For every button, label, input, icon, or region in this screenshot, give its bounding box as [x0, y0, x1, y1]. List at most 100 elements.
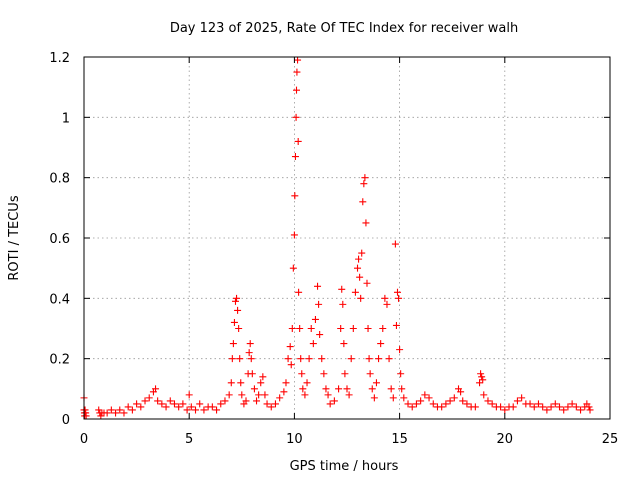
data-point [417, 397, 425, 405]
data-point [116, 406, 124, 414]
data-point [389, 394, 397, 402]
data-point [227, 379, 235, 387]
data-point [295, 288, 303, 296]
x-tick-label: 0 [80, 432, 88, 447]
data-point [438, 403, 446, 411]
data-point [233, 294, 241, 302]
data-point [362, 219, 370, 227]
data-point [296, 325, 304, 332]
data-point [183, 406, 191, 414]
data-point [231, 297, 239, 305]
y-axis-label: ROTI / TECUs [7, 195, 22, 280]
data-point [309, 340, 317, 348]
data-point [291, 192, 299, 200]
data-point [166, 397, 174, 405]
data-point [297, 355, 305, 363]
data-point [291, 153, 299, 161]
data-point [192, 406, 200, 414]
data-point [396, 346, 404, 354]
data-point [398, 385, 406, 393]
data-point [320, 370, 328, 378]
data-point [335, 385, 343, 393]
data-point [322, 385, 330, 393]
data-point [316, 331, 324, 339]
data-point [476, 379, 484, 387]
data-point [263, 400, 271, 408]
data-point [95, 406, 103, 414]
data-point [137, 403, 145, 411]
data-point [286, 343, 294, 351]
data-point [290, 231, 298, 239]
data-point [551, 400, 559, 408]
y-tick-label: 0.2 [49, 353, 70, 368]
data-point [349, 325, 357, 332]
data-point [356, 273, 364, 281]
data-point [408, 403, 416, 411]
plot-frame [83, 56, 611, 420]
data-point [429, 400, 437, 408]
data-point [145, 394, 153, 402]
data-point [463, 400, 471, 408]
data-point [292, 113, 300, 121]
data-point [392, 321, 400, 329]
data-point [368, 385, 376, 393]
data-point [238, 391, 246, 399]
data-point [288, 325, 296, 332]
data-point [97, 412, 105, 420]
data-point [337, 325, 345, 332]
data-point [133, 400, 141, 408]
data-point [497, 403, 505, 411]
data-point [442, 400, 450, 408]
data-point [282, 379, 290, 387]
data-point [324, 391, 332, 399]
data-point [107, 406, 115, 414]
data-point [294, 137, 302, 145]
data-point [359, 198, 367, 206]
data-point [289, 264, 297, 272]
data-point [330, 397, 338, 405]
x-tick-label: 25 [602, 432, 619, 447]
data-point [230, 318, 238, 326]
data-point [586, 406, 594, 414]
data-point [387, 385, 395, 393]
data-point [208, 403, 216, 411]
data-point [381, 294, 389, 302]
data-point [370, 394, 378, 402]
y-tick-label: 0.4 [49, 292, 70, 307]
data-point [365, 355, 373, 363]
data-point [293, 68, 301, 76]
data-point [187, 403, 195, 411]
data-point [299, 385, 307, 393]
data-point [560, 406, 568, 414]
data-point [357, 294, 365, 302]
grid-lines [84, 57, 610, 419]
data-point [253, 397, 261, 405]
data-point [509, 403, 517, 411]
data-point [355, 255, 363, 263]
data-point [259, 373, 267, 381]
data-point [477, 370, 485, 378]
data-point [242, 397, 250, 405]
data-point [363, 279, 371, 287]
data-point [318, 355, 326, 363]
data-point [391, 240, 399, 248]
data-point [245, 349, 253, 357]
data-point [347, 355, 355, 363]
data-point [196, 400, 204, 408]
data-point [404, 400, 412, 408]
data-point [393, 288, 401, 296]
data-point [543, 406, 551, 414]
data-point [484, 397, 492, 405]
y-tick-label: 0.8 [49, 172, 70, 187]
data-point [397, 370, 405, 378]
data-point [366, 370, 374, 378]
data-point [307, 325, 315, 332]
data-point [412, 400, 420, 408]
data-point [400, 394, 408, 402]
data-point [305, 355, 313, 363]
data-point [526, 400, 534, 408]
x-tick-label: 5 [185, 432, 193, 447]
data-point [247, 355, 255, 363]
data-point [513, 397, 521, 405]
